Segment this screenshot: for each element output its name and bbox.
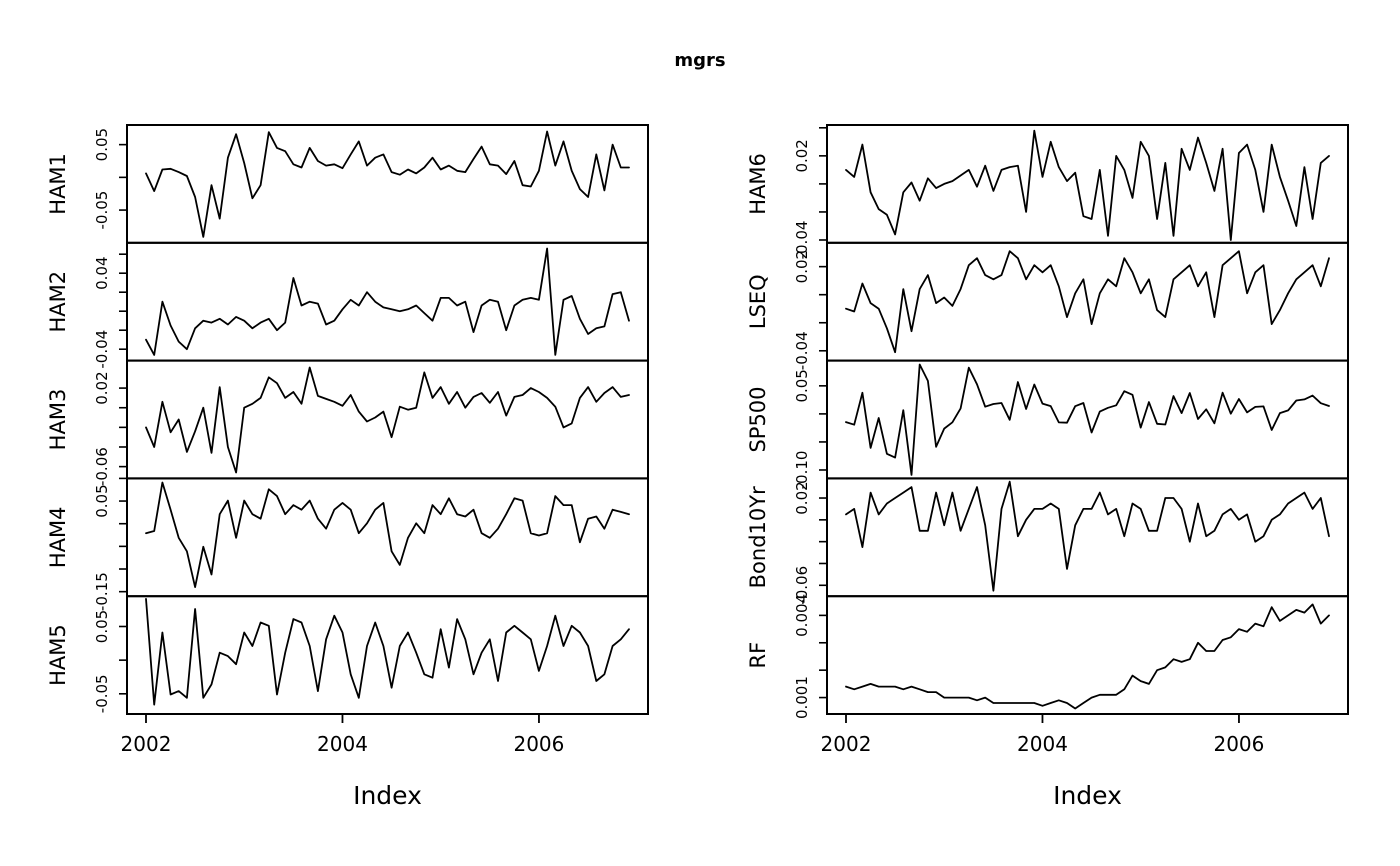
series-line-SP500 [845, 363, 1330, 476]
series-label-HAM2: HAM2 [46, 271, 70, 333]
x-tick-label: 2002 [821, 732, 872, 756]
panel-Bond10Yr: 0.02 -0.06 Bond10Yr [746, 477, 1349, 605]
y-tick-label: 0.05 [93, 610, 111, 643]
y-tick-label: 0.001 [793, 676, 811, 719]
x-tick-label: 2002 [121, 732, 172, 756]
y-tick-label: -0.10 [793, 451, 811, 490]
y-tick-label: -0.04 [93, 330, 111, 369]
y-tick-label: 0.04 [93, 256, 111, 289]
panel-frame-Bond10Yr [826, 477, 1349, 598]
series-line-HAM3 [145, 366, 630, 474]
y-tick-label: 0.05 [793, 369, 811, 402]
series-line-HAM4 [145, 481, 630, 588]
panel-SP500: 0.05 -0.10 SP500 [746, 359, 1349, 490]
series-line-HAM2 [145, 247, 630, 356]
series-line-Bond10Yr [845, 480, 1330, 592]
series-label-RF: RF [746, 642, 770, 669]
panel-HAM3: 0.02 -0.06 HAM3 [46, 359, 649, 486]
y-tick-label: -0.04 [793, 221, 811, 260]
y-tick-label: -0.06 [793, 566, 811, 605]
panel-frame-HAM4 [126, 477, 649, 598]
panel-HAM6: 0.02 -0.04 HAM6 [746, 124, 1349, 260]
y-tick-label: 0.05 [93, 484, 111, 517]
series-label-HAM3: HAM3 [46, 389, 70, 451]
series-label-HAM5: HAM5 [46, 624, 70, 686]
panel-frame-HAM5 [126, 595, 649, 716]
series-line-HAM5 [145, 598, 630, 706]
y-tick-label: -0.04 [793, 331, 811, 370]
series-label-LSEQ: LSEQ [746, 274, 770, 329]
y-tick-label: 0.05 [93, 128, 111, 161]
series-line-RF [845, 603, 1330, 710]
panel-HAM5: 0.05 -0.05 HAM5 [46, 595, 649, 716]
series-label-HAM4: HAM4 [46, 506, 70, 568]
panel-frame-HAM2 [126, 241, 649, 362]
series-line-HAM6 [845, 129, 1330, 241]
x-axis-title: Index [353, 781, 422, 810]
y-tick-label: 0.004 [793, 594, 811, 637]
x-tick-label: 2004 [317, 732, 368, 756]
y-tick-label: -0.15 [93, 572, 111, 611]
column-1: 0.02-0.04HAM60.02-0.04LSEQ0.05-0.10SP500… [746, 124, 1349, 810]
panel-RF: 0.004 0.001 RF [746, 594, 1349, 719]
y-tick-label: 0.02 [793, 139, 811, 172]
series-label-Bond10Yr: Bond10Yr [746, 486, 770, 588]
y-tick-label: 0.02 [793, 250, 811, 283]
series-label-SP500: SP500 [746, 386, 770, 452]
panel-frame-RF [826, 595, 1349, 716]
x-tick-label: 2006 [1213, 732, 1264, 756]
series-line-LSEQ [845, 250, 1330, 354]
series-label-HAM6: HAM6 [746, 153, 770, 215]
x-axis-title: Index [1053, 781, 1122, 810]
x-tick-label: 2004 [1017, 732, 1068, 756]
y-tick-label: 0.02 [93, 371, 111, 404]
x-axis-1: 2002 2004 2006 Index [821, 714, 1264, 810]
column-0: 0.05-0.05HAM10.04-0.04HAM20.02-0.06HAM30… [46, 124, 649, 810]
panel-HAM1: 0.05 -0.05 HAM1 [46, 124, 649, 244]
y-tick-label: -0.05 [93, 674, 111, 713]
chart-title: mgrs [674, 50, 726, 71]
y-tick-label: -0.06 [93, 447, 111, 486]
series-label-HAM1: HAM1 [46, 153, 70, 215]
x-axis-0: 2002 2004 2006 Index [121, 714, 564, 810]
panel-HAM4: 0.05 -0.15 HAM4 [46, 477, 649, 611]
y-tick-label: -0.05 [93, 191, 111, 230]
panel-LSEQ: 0.02 -0.04 LSEQ [746, 241, 1349, 370]
panel-frame-HAM6 [826, 124, 1349, 244]
panel-HAM2: 0.04 -0.04 HAM2 [46, 241, 649, 369]
y-tick-label: 0.02 [793, 481, 811, 514]
x-tick-label: 2006 [513, 732, 564, 756]
series-line-HAM1 [145, 130, 630, 238]
